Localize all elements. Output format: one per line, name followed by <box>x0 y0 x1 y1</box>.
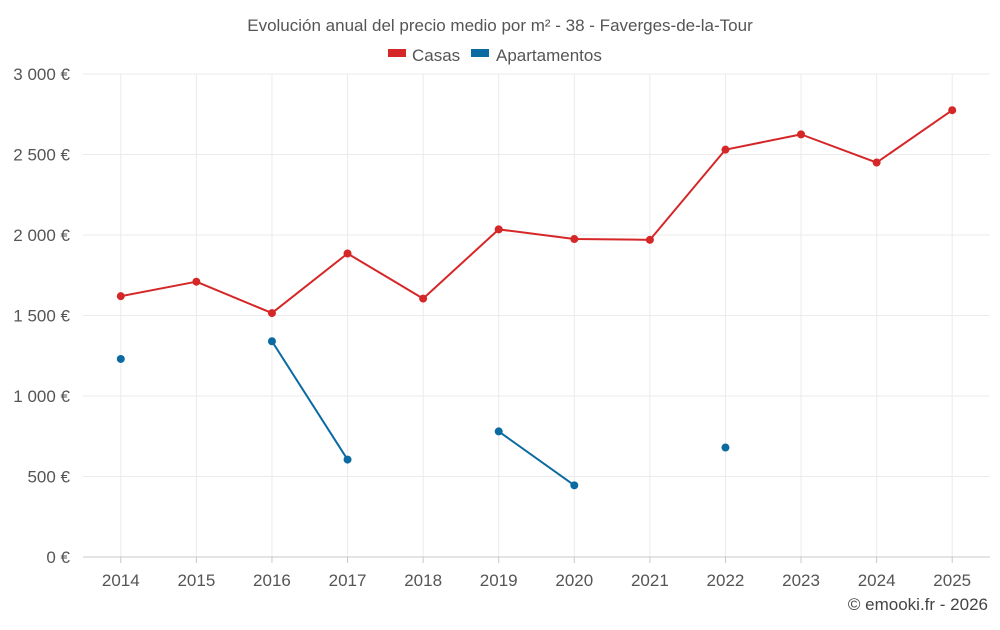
y-tick-label: 2 500 € <box>13 146 70 165</box>
axes: 0 € 500 € 1 000 € 1 500 € 2 000 € 2 500 € 3 00… <box>13 65 990 590</box>
x-tick-label: 2022 <box>707 571 745 590</box>
y-tick-label: 0 € <box>46 548 70 567</box>
x-tick-label: 2023 <box>782 571 820 590</box>
gridlines <box>83 73 990 557</box>
x-tick-label: 2015 <box>177 571 215 590</box>
x-tick-label: 2024 <box>858 571 896 590</box>
x-tick-label: 2020 <box>555 571 593 590</box>
data-point-apartamentos-2016[interactable] <box>267 337 276 346</box>
x-tick-label: 2025 <box>933 571 971 590</box>
series <box>116 106 957 490</box>
y-tick-label: 1 500 € <box>13 307 70 326</box>
legend-swatch-casas <box>388 49 406 57</box>
x-tick-label: 2019 <box>480 571 518 590</box>
series-line-casas <box>119 109 954 315</box>
data-point-casas-2019[interactable] <box>494 225 503 234</box>
legend-label-casas: Casas <box>412 46 460 65</box>
data-point-casas-2024[interactable] <box>872 158 881 167</box>
legend-item-apartamentos[interactable]: Apartamentos <box>471 46 602 65</box>
series-line-apartamentos <box>497 430 576 487</box>
data-point-casas-2020[interactable] <box>570 235 579 244</box>
data-point-apartamentos-2017[interactable] <box>343 455 352 464</box>
x-tick-label: 2016 <box>253 571 291 590</box>
data-point-casas-2021[interactable] <box>645 235 654 244</box>
copyright-text: © emooki.fr - 2026 <box>848 595 988 614</box>
data-point-casas-2018[interactable] <box>419 294 428 303</box>
data-point-apartamentos-2014[interactable] <box>116 354 125 363</box>
chart-title: Evolución anual del precio medio por m² … <box>247 16 753 35</box>
x-tick-label: 2018 <box>404 571 442 590</box>
y-tick-label: 1 000 € <box>13 387 70 406</box>
series-apartamentos <box>116 337 730 490</box>
data-point-casas-2016[interactable] <box>267 309 276 318</box>
data-point-casas-2015[interactable] <box>192 277 201 286</box>
data-point-casas-2017[interactable] <box>343 249 352 258</box>
data-point-casas-2014[interactable] <box>116 292 125 301</box>
legend: Casas Apartamentos <box>388 46 602 65</box>
y-tick-label: 3 000 € <box>13 65 70 84</box>
x-tick-label: 2014 <box>102 571 140 590</box>
data-point-apartamentos-2020[interactable] <box>570 481 579 490</box>
y-tick-label: 2 000 € <box>13 226 70 245</box>
x-tick-label: 2021 <box>631 571 669 590</box>
data-point-casas-2025[interactable] <box>948 106 957 115</box>
legend-label-apartamentos: Apartamentos <box>496 46 602 65</box>
data-point-apartamentos-2019[interactable] <box>494 427 503 436</box>
x-tick-label: 2017 <box>329 571 367 590</box>
series-line-apartamentos <box>270 340 349 461</box>
data-point-casas-2023[interactable] <box>797 130 806 139</box>
legend-swatch-apartamentos <box>471 49 489 57</box>
legend-item-casas[interactable]: Casas <box>388 46 460 65</box>
y-tick-label: 500 € <box>27 468 70 487</box>
data-point-apartamentos-2022[interactable] <box>721 443 730 452</box>
data-point-casas-2022[interactable] <box>721 145 730 154</box>
series-casas <box>116 106 957 318</box>
